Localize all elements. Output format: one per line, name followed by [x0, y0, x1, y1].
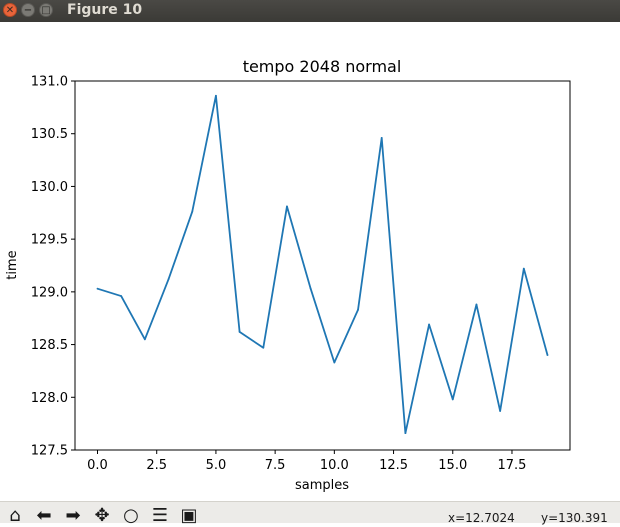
data-point	[546, 354, 549, 357]
data-point	[380, 137, 383, 139]
window-titlebar: ✕ − □ Figure 10	[0, 0, 620, 22]
y-tick-label: 127.5	[31, 444, 68, 459]
x-axis-label: samples	[295, 478, 349, 493]
figure-canvas[interactable]: tempo 2048 normal 127.5 128.0 128.5 129.0 12…	[0, 22, 620, 501]
data-point	[96, 287, 99, 290]
data-point	[357, 308, 359, 311]
data-point	[499, 410, 502, 412]
y-tick-label: 129.0	[31, 285, 68, 300]
data-point	[167, 278, 170, 281]
x-tick-label: 15.0	[438, 458, 467, 473]
x-tick-label: 2.5	[146, 458, 167, 473]
data-point	[238, 331, 241, 333]
data-point	[215, 94, 217, 97]
y-coordinate-readout: y=130.391	[541, 511, 608, 525]
x-coordinate-readout: x=12.7024	[448, 511, 515, 525]
x-tick-label: 0.0	[87, 458, 108, 473]
plot-area-frame	[74, 80, 571, 451]
navigation-toolbar: ⌂ ⬅ ➡ ✥ ○ ☰ ▣ x=12.7024 y=130.391	[0, 501, 620, 526]
minimize-window-icon[interactable]: −	[21, 3, 35, 17]
data-point	[522, 267, 525, 270]
data-point	[404, 432, 407, 435]
back-arrow-icon[interactable]: ⬅	[36, 505, 52, 526]
data-point	[475, 303, 478, 306]
x-tick-label: 17.5	[497, 458, 526, 473]
data-points	[96, 94, 549, 435]
x-tick-label: 7.5	[265, 458, 286, 473]
data-point	[262, 346, 265, 349]
zoom-icon[interactable]: ○	[123, 505, 139, 526]
data-point	[120, 295, 123, 297]
home-icon[interactable]: ⌂	[9, 505, 21, 526]
y-tick-label: 131.0	[31, 75, 68, 90]
y-axis-ticks: 127.5 128.0 128.5 129.0 129.5 130.0 130.5 131.0	[31, 75, 75, 459]
data-point	[333, 361, 336, 364]
window-title: Figure 10	[67, 2, 143, 18]
forward-arrow-icon[interactable]: ➡	[65, 505, 81, 526]
x-tick-label: 5.0	[206, 458, 227, 473]
data-point	[428, 323, 430, 326]
data-point	[309, 287, 312, 290]
close-window-icon[interactable]: ✕	[3, 3, 17, 17]
x-tick-label: 12.5	[379, 458, 408, 473]
x-axis-ticks: 0.0 2.5 5.0 7.5 10.0 12.5 15.0 17.5	[87, 450, 526, 473]
y-tick-label: 129.5	[31, 233, 68, 248]
y-tick-label: 130.5	[31, 127, 68, 142]
y-axis-label: time	[5, 250, 20, 279]
pan-icon[interactable]: ✥	[94, 505, 110, 526]
data-point	[143, 338, 146, 341]
save-icon[interactable]: ▣	[180, 505, 198, 526]
y-tick-label: 128.5	[31, 338, 68, 353]
y-tick-label: 130.0	[31, 180, 68, 195]
chart-title: tempo 2048 normal	[243, 57, 402, 76]
line-chart: tempo 2048 normal 127.5128.0128.5129.012…	[5, 57, 571, 493]
maximize-window-icon[interactable]: □	[39, 3, 53, 17]
y-tick-label: 128.0	[31, 391, 68, 406]
data-point	[191, 210, 194, 213]
configure-subplots-icon[interactable]: ☰	[151, 505, 169, 526]
x-tick-label: 10.0	[320, 458, 349, 473]
data-point	[451, 398, 454, 401]
data-point	[286, 205, 288, 208]
data-series-line	[97, 94, 549, 435]
